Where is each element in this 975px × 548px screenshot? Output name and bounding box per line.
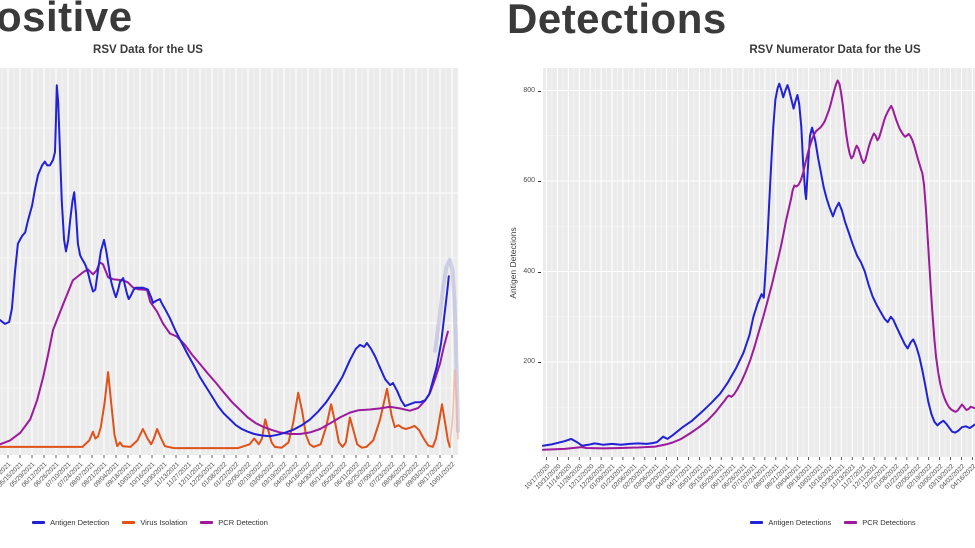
legend-label: Antigen Detections bbox=[768, 518, 832, 527]
right-chart-title: RSV Numerator Data for the US bbox=[749, 44, 921, 56]
left-chart-plot-panel bbox=[0, 68, 460, 458]
y-tick-label: 400 bbox=[523, 267, 535, 275]
y-tick-mark bbox=[538, 90, 541, 92]
right-section-heading: Detections bbox=[507, 0, 727, 42]
legend-item: Virus Isolation bbox=[122, 518, 187, 527]
left-section-heading: ositive bbox=[0, 0, 133, 40]
legend-key-swatch bbox=[844, 521, 858, 524]
series-line-antigen-detections bbox=[542, 82, 975, 447]
y-tick-label: 600 bbox=[523, 177, 535, 184]
series-line-virus-isolation bbox=[0, 371, 451, 450]
legend-item: PCR Detections bbox=[844, 518, 916, 527]
right-chart-legend: Antigen Detections PCR Detections bbox=[683, 518, 975, 527]
legend-item: PCR Detection bbox=[200, 518, 268, 527]
y-tick-label: 200 bbox=[523, 358, 535, 365]
legend-label: PCR Detection bbox=[218, 518, 268, 527]
right-chart-canvas bbox=[542, 68, 975, 460]
left-chart-legend: Antigen Detection Virus Isolation PCR Dete… bbox=[0, 518, 300, 527]
series-line-pcr-detection bbox=[0, 261, 449, 446]
legend-label: Antigen Detection bbox=[50, 518, 110, 527]
legend-key-swatch bbox=[750, 521, 764, 524]
legend-item: Antigen Detections bbox=[750, 518, 831, 527]
right-chart-plot-panel bbox=[542, 68, 975, 460]
y-tick-mark bbox=[538, 362, 541, 363]
faded-continuation-antigen bbox=[433, 257, 460, 433]
left-chart-canvas bbox=[0, 68, 460, 458]
y-tick-mark bbox=[538, 181, 541, 182]
y-tick-label: 800 bbox=[523, 86, 535, 94]
legend-label: PCR Detections bbox=[862, 518, 916, 527]
legend-label: Virus Isolation bbox=[140, 518, 188, 527]
faded-continuation-isolation bbox=[449, 369, 459, 447]
legend-item: Antigen Detection bbox=[32, 518, 109, 527]
series-line-pcr-detections bbox=[542, 79, 975, 451]
left-chart-title: RSV Data for the US bbox=[93, 44, 203, 56]
legend-key-swatch bbox=[32, 521, 46, 524]
series-line-antigen-detection bbox=[0, 84, 450, 438]
y-tick-mark bbox=[538, 271, 541, 273]
right-chart-y-axis-title: Antigen Detections bbox=[508, 227, 518, 299]
legend-key-swatch bbox=[200, 521, 214, 524]
legend-key-swatch bbox=[122, 521, 136, 524]
